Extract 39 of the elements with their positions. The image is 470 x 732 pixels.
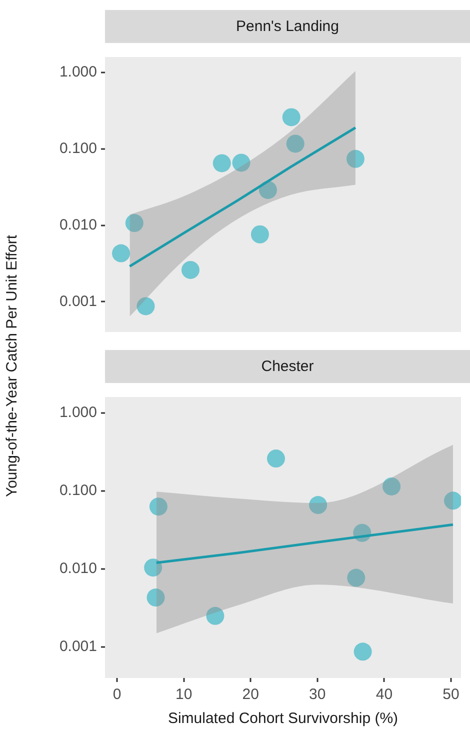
y-axis-title: Young-of-the-Year Catch Per Unit Effort [4, 234, 20, 498]
x-tick-label: 20 [242, 686, 259, 704]
point [382, 477, 401, 496]
point [146, 588, 165, 607]
point [149, 498, 168, 516]
x-axis-title: Simulated Cohort Survivorship (%) [168, 710, 398, 728]
point [181, 260, 200, 279]
point [444, 492, 461, 510]
x-tick-label: 30 [309, 686, 326, 704]
chart-title: Chester [105, 350, 470, 383]
y-tick-label: 1.000 [59, 64, 97, 81]
x-tick-label: 0 [112, 686, 122, 704]
x-tick-label: 50 [442, 686, 460, 704]
point [250, 225, 269, 244]
point [136, 297, 155, 316]
y-tick-label: 1.000 [59, 404, 97, 422]
y-tick-label: 0.010 [59, 560, 97, 578]
y-tick-label: 0.010 [59, 216, 97, 234]
x-tick-label: 40 [376, 686, 393, 704]
point [144, 558, 162, 577]
point [309, 496, 328, 514]
y-tick-label: 0.001 [59, 292, 97, 310]
x-tick-label: 10 [175, 686, 192, 704]
point [266, 450, 285, 468]
point [206, 606, 224, 625]
y-tick-label: 0.100 [59, 482, 97, 500]
point [258, 180, 277, 199]
point [112, 244, 130, 262]
point [125, 214, 144, 232]
y-tick-label: 0.100 [59, 140, 97, 158]
y-tick-label: 0.001 [59, 638, 97, 656]
point [282, 108, 300, 126]
point [232, 154, 250, 172]
point [354, 642, 372, 661]
point [212, 154, 231, 172]
point [286, 134, 304, 153]
point [347, 568, 366, 587]
chart-title: Penn's Landing [105, 10, 470, 43]
point [346, 150, 364, 168]
